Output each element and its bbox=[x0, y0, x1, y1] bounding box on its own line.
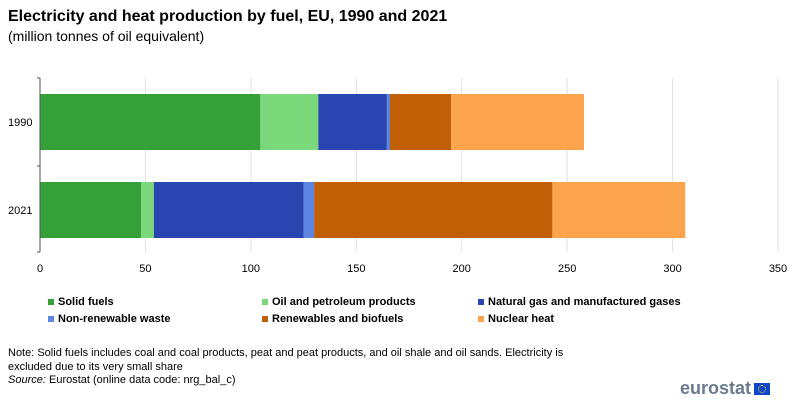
x-tick-label: 100 bbox=[242, 263, 260, 275]
legend-label: Non-renewable waste bbox=[58, 313, 171, 325]
chart-subtitle: (million tonnes of oil equivalent) bbox=[8, 28, 205, 44]
x-tick-label: 0 bbox=[37, 263, 43, 275]
x-tick-label: 350 bbox=[769, 263, 787, 275]
legend-swatch bbox=[262, 299, 268, 305]
eurostat-logo: eurostat bbox=[680, 378, 770, 399]
bar-segment bbox=[390, 94, 452, 150]
legend-swatch bbox=[48, 316, 54, 322]
bar-segment bbox=[318, 94, 387, 150]
legend-item: Solid fuels bbox=[48, 296, 114, 308]
axes: 0 50 100 150 200 250 300 350 1990 2021 bbox=[8, 77, 787, 275]
bar-segment bbox=[451, 94, 585, 150]
legend-swatch bbox=[48, 299, 54, 305]
chart-title: Electricity and heat production by fuel,… bbox=[8, 8, 448, 25]
bar-segment bbox=[40, 94, 261, 150]
legend-item: Natural gas and manufactured gases bbox=[478, 296, 681, 308]
source-line: Source: Eurostat (online data code: nrg_… bbox=[8, 374, 236, 386]
bar-segment bbox=[303, 182, 315, 238]
eu-flag-icon bbox=[754, 382, 770, 395]
bar-segment bbox=[552, 182, 686, 238]
bar-segment bbox=[260, 94, 319, 150]
legend-item: Nuclear heat bbox=[478, 313, 554, 325]
legend-label: Solid fuels bbox=[58, 296, 114, 308]
bar-segment bbox=[153, 182, 304, 238]
bar-segment bbox=[386, 94, 391, 150]
source-text: Eurostat (online data code: nrg_bal_c) bbox=[48, 374, 236, 386]
bar-chart: 0 50 100 150 200 250 300 350 1990 2021 bbox=[8, 77, 787, 275]
legend-item: Renewables and biofuels bbox=[262, 313, 403, 325]
category-label: 2021 bbox=[8, 205, 32, 217]
legend-label: Natural gas and manufactured gases bbox=[488, 296, 681, 308]
bar-segment bbox=[314, 182, 553, 238]
bar-segment bbox=[40, 182, 142, 238]
x-tick-label: 200 bbox=[453, 263, 471, 275]
category-label: 1990 bbox=[8, 117, 32, 129]
bars bbox=[40, 94, 686, 238]
legend-label: Oil and petroleum products bbox=[272, 296, 416, 308]
bar-segment bbox=[141, 182, 154, 238]
legend-item: Non-renewable waste bbox=[48, 313, 170, 325]
legend-swatch bbox=[262, 316, 268, 322]
x-tick-label: 250 bbox=[558, 263, 576, 275]
source-label: Source: bbox=[8, 374, 46, 386]
legend-item: Oil and petroleum products bbox=[262, 296, 416, 308]
x-tick-label: 300 bbox=[663, 263, 681, 275]
note-text: Note: Solid fuels includes coal and coal… bbox=[8, 347, 564, 373]
x-tick-label: 150 bbox=[347, 263, 365, 275]
legend-swatch bbox=[478, 316, 484, 322]
legend-swatch bbox=[478, 299, 484, 305]
legend-label: Renewables and biofuels bbox=[272, 313, 404, 325]
logo-text: eurostat bbox=[679, 378, 751, 398]
legend-label: Nuclear heat bbox=[488, 313, 555, 325]
x-tick-label: 50 bbox=[139, 263, 151, 275]
